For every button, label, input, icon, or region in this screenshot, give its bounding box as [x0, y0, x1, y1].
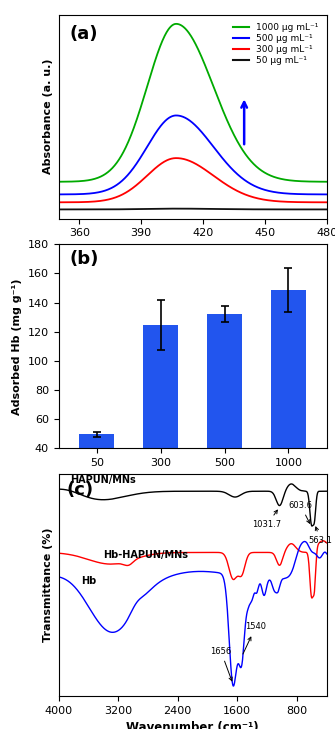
Text: (c): (c)	[67, 480, 94, 499]
X-axis label: Initial Hb Concentration (μg mL⁻¹): Initial Hb Concentration (μg mL⁻¹)	[80, 474, 306, 487]
Text: 1031.7: 1031.7	[253, 510, 282, 529]
Text: (a): (a)	[69, 25, 98, 43]
Text: HAPUN/MNs: HAPUN/MNs	[70, 475, 136, 485]
Y-axis label: Transmittance (%): Transmittance (%)	[43, 528, 53, 642]
X-axis label: Wavenumber (cm⁻¹): Wavenumber (cm⁻¹)	[126, 722, 259, 729]
Text: 1656: 1656	[210, 647, 232, 681]
Bar	[271, 290, 306, 507]
Text: 603.6: 603.6	[288, 501, 313, 523]
Bar	[207, 314, 242, 507]
Text: Hb: Hb	[81, 576, 96, 586]
Text: (b): (b)	[69, 250, 99, 268]
Y-axis label: Adsorbed Hb (mg g⁻¹): Adsorbed Hb (mg g⁻¹)	[12, 278, 22, 415]
Bar	[143, 325, 178, 507]
Y-axis label: Absorbance (a. u.): Absorbance (a. u.)	[43, 59, 53, 174]
Text: 563.1: 563.1	[309, 527, 333, 545]
Bar	[79, 434, 115, 507]
X-axis label: Wavelength (nm): Wavelength (nm)	[135, 244, 250, 257]
Legend: 1000 μg mL⁻¹, 500 μg mL⁻¹, 300 μg mL⁻¹, 50 μg mL⁻¹: 1000 μg mL⁻¹, 500 μg mL⁻¹, 300 μg mL⁻¹, …	[229, 19, 322, 69]
Text: 1540: 1540	[243, 622, 266, 654]
Text: Hb-HAPUN/MNs: Hb-HAPUN/MNs	[103, 550, 188, 560]
